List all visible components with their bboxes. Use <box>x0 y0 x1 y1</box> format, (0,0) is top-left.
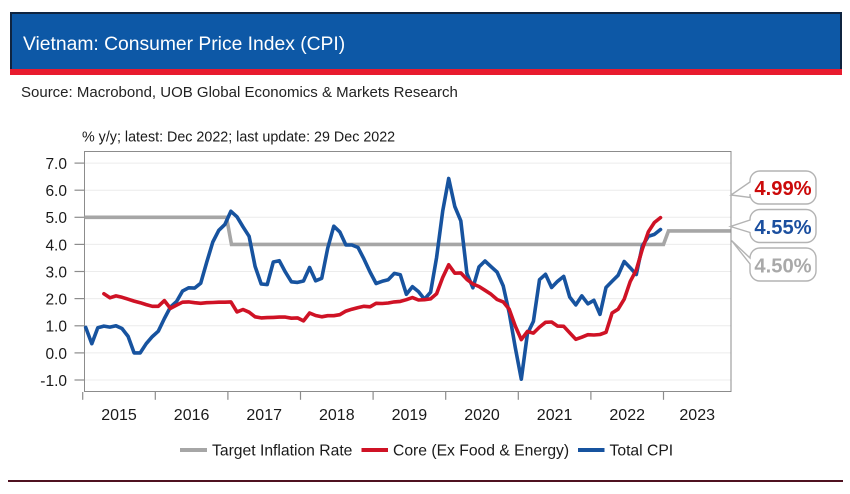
svg-text:7.0: 7.0 <box>45 156 67 173</box>
svg-text:% y/y; latest: Dec 2022; last: % y/y; latest: Dec 2022; last update: 29… <box>82 130 395 146</box>
svg-text:2015: 2015 <box>101 407 137 424</box>
svg-text:Total CPI: Total CPI <box>610 443 674 460</box>
svg-text:Core (Ex Food & Energy): Core (Ex Food & Energy) <box>393 443 569 460</box>
svg-text:2023: 2023 <box>679 407 715 424</box>
svg-text:2016: 2016 <box>174 407 210 424</box>
svg-text:4.0: 4.0 <box>45 237 67 254</box>
svg-text:2017: 2017 <box>246 407 282 424</box>
svg-text:Target Inflation Rate: Target Inflation Rate <box>212 443 353 460</box>
svg-text:3.0: 3.0 <box>45 264 67 281</box>
svg-text:-1.0: -1.0 <box>40 373 67 390</box>
svg-text:2022: 2022 <box>609 407 645 424</box>
svg-text:4.50%: 4.50% <box>754 255 811 277</box>
svg-text:4.99%: 4.99% <box>754 178 811 200</box>
svg-text:4.55%: 4.55% <box>754 217 811 239</box>
svg-text:6.0: 6.0 <box>45 183 67 200</box>
svg-text:2018: 2018 <box>319 407 355 424</box>
svg-text:2021: 2021 <box>537 407 573 424</box>
svg-text:2020: 2020 <box>464 407 500 424</box>
svg-text:2.0: 2.0 <box>45 292 67 309</box>
svg-text:2019: 2019 <box>392 407 428 424</box>
svg-text:0.0: 0.0 <box>45 346 67 363</box>
svg-text:1.0: 1.0 <box>45 319 67 336</box>
svg-text:5.0: 5.0 <box>45 210 67 227</box>
